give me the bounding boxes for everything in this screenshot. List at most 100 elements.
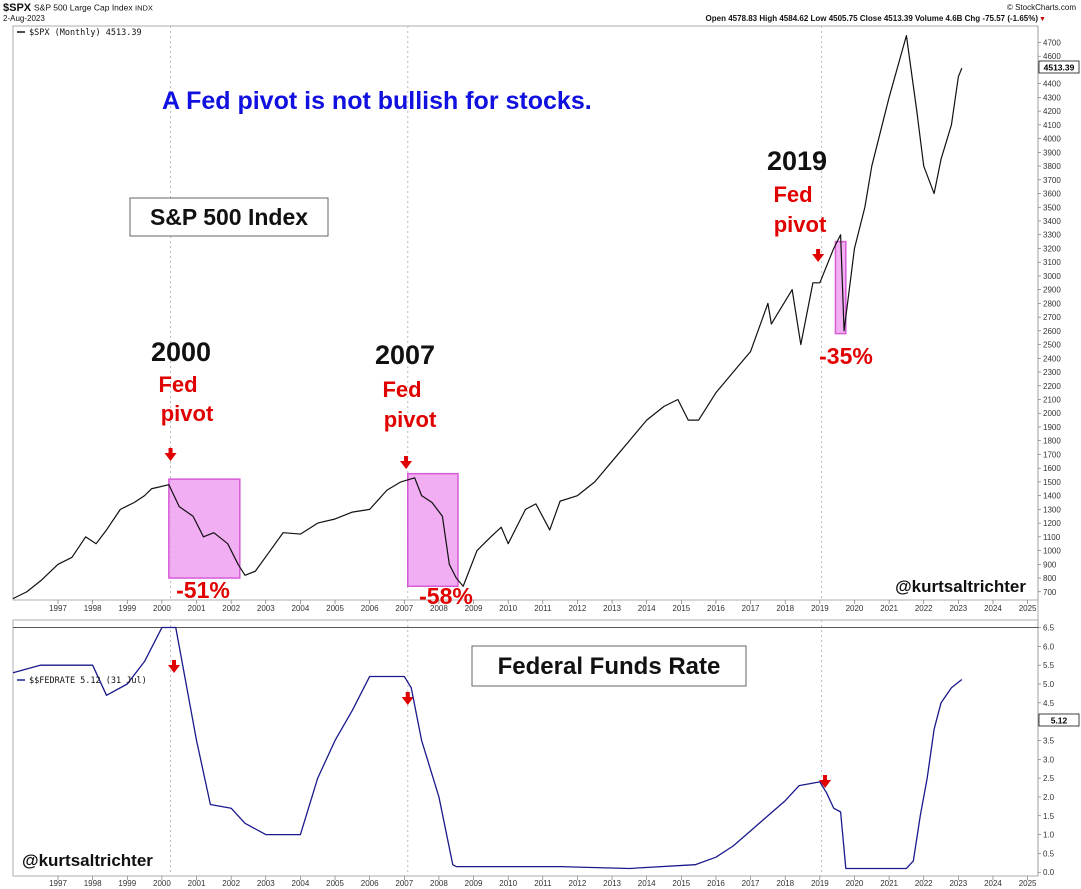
rate-x-tick-label: 2000 [153,879,171,888]
rate-grid: 1997 1998 1999 2000 2001 2002 2003 2004 2005 2006… [49,624,1055,888]
price-x-tick-label: 2007 [395,604,413,613]
price-y-tick-label: 3800 [1043,162,1061,171]
pivot-2019-year: 2019 [767,146,827,176]
rate-y-tick-label: 5.5 [1043,661,1055,670]
rate-x-tick-label: 2018 [776,879,794,888]
rate-pivot-arrow [405,692,410,698]
rate-x-tick-label: 2014 [638,879,656,888]
pivot-arrow [164,453,177,461]
price-y-tick-label: 4400 [1043,80,1061,89]
rate-x-tick-label: 2008 [430,879,448,888]
price-y-tick-label: 1600 [1043,464,1061,473]
rate-y-tick-label: 6.5 [1043,624,1055,633]
price-x-tick-label: 2000 [153,604,171,613]
pivot-2019-pivot: pivot [774,212,827,237]
rate-x-tick-label: 1997 [49,879,67,888]
price-y-tick-label: 1700 [1043,450,1061,459]
price-y-tick-label: 2400 [1043,354,1061,363]
rate-x-tick-label: 2016 [707,879,725,888]
rate-x-tick-label: 2001 [188,879,206,888]
pivot-2019-drawdown: -35% [819,343,873,369]
price-x-tick-label: 1999 [118,604,136,613]
price-grid: 1997 1998 1999 2000 2001 2002 2003 2004 2005 2006… [49,38,1061,613]
pivot-arrow [812,254,825,262]
price-x-tick-label: 2009 [465,604,483,613]
price-x-tick-label: 2008 [430,604,448,613]
rate-label: Federal Funds Rate [498,653,721,680]
price-x-tick-label: 2006 [361,604,379,613]
pivot-arrow [400,461,413,469]
spx-price-line [12,35,963,600]
rate-label-box [471,645,747,687]
price-last-value-box [1038,60,1080,74]
price-x-tick-label: 2010 [499,604,517,613]
author-handle-price: @kurtsaltrichter [895,577,1026,596]
rate-x-tick-label: 1999 [118,879,136,888]
rate-x-tick-label: 2009 [465,879,483,888]
price-y-tick-label: 1100 [1043,533,1061,542]
chart-symbol: $SPX [3,2,32,14]
change-down-arrow: ▼ [1039,16,1046,23]
fed-funds-rate-line [12,626,963,870]
chart-date: 2-Aug-2023 [3,14,45,23]
rate-pivot-arrow [401,697,414,705]
pivot-2007-pivot: pivot [384,407,437,432]
price-y-tick-label: 1800 [1043,437,1061,446]
price-y-tick-label: 2600 [1043,327,1061,336]
price-y-tick-label: 2800 [1043,299,1061,308]
price-y-tick-label: 3300 [1043,231,1061,240]
price-x-tick-label: 2019 [811,604,829,613]
price-y-tick-label: 4100 [1043,121,1061,130]
rate-pivot-arrow [823,775,828,781]
pivot-2007-drawdown: -58% [419,583,473,609]
price-x-tick-label: 2015 [672,604,690,613]
rate-legend: $$FEDRATE 5.12 (31 Jul) [29,676,147,686]
price-y-tick-label: 1200 [1043,519,1061,528]
price-y-tick-label: 4300 [1043,93,1061,102]
rate-y-tick-label: 2.0 [1043,793,1055,802]
rate-x-tick-label: 2010 [499,879,517,888]
price-x-tick-label: 2011 [534,604,552,613]
chart-name: S&P 500 Large Cap Index [34,3,133,13]
price-x-tick-label: 2018 [776,604,794,613]
rate-y-tick-label: 2.5 [1043,774,1055,783]
price-y-tick-label: 2300 [1043,368,1061,377]
chart-exchange: INDX [135,4,153,13]
pivot-2007-year: 2007 [375,340,435,370]
index-label-box [129,197,329,237]
price-x-tick-label: 2004 [292,604,310,613]
rate-x-tick-label: 2011 [534,879,552,888]
price-y-tick-label: 3700 [1043,176,1061,185]
price-y-tick-label: 3500 [1043,203,1061,212]
source-credit: © StockCharts.com [1007,3,1076,12]
drawdown-highlight-box [407,472,459,588]
rate-x-tick-label: 2003 [257,879,275,888]
price-x-tick-label: 2016 [707,604,725,613]
rate-y-tick-label: 3.0 [1043,755,1055,764]
rate-x-tick-label: 2022 [915,879,933,888]
price-x-tick-label: 2025 [1019,604,1037,613]
price-y-tick-label: 700 [1043,588,1057,597]
drawdown-highlight-box [168,478,241,579]
price-y-tick-label: 1000 [1043,547,1061,556]
rate-y-tick-label: 0.0 [1043,868,1055,877]
pivot-2019-fed: Fed [773,182,812,207]
pivot-arrow [168,448,173,454]
price-x-tick-label: 2005 [326,604,344,613]
rate-y-tick-label: 1.0 [1043,831,1055,840]
price-y-tick-label: 2700 [1043,313,1061,322]
price-y-tick-label: 4700 [1043,38,1061,47]
price-y-tick-label: 3900 [1043,148,1061,157]
rate-x-tick-label: 2005 [326,879,344,888]
price-y-tick-label: 3400 [1043,217,1061,226]
price-y-tick-label: 2100 [1043,396,1061,405]
price-y-tick-label: 4000 [1043,135,1061,144]
price-y-tick-label: 3100 [1043,258,1061,267]
price-x-tick-label: 2024 [984,604,1002,613]
rate-x-tick-label: 2007 [395,879,413,888]
price-y-tick-label: 4200 [1043,107,1061,116]
price-x-tick-label: 2023 [949,604,967,613]
chart-marks [12,26,1038,876]
rate-x-tick-label: 2012 [569,879,587,888]
rate-x-tick-label: 2025 [1019,879,1037,888]
